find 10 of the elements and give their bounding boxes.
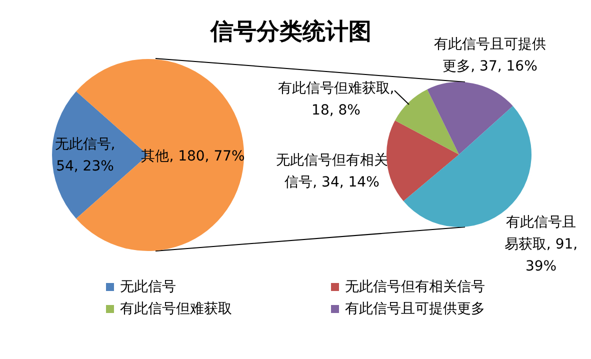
legend-label: 无此信号但有相关信号 <box>345 278 485 296</box>
data-label: 有此信号且易获取, 91, 39% <box>504 214 578 275</box>
legend-label: 无此信号 <box>120 278 176 296</box>
data-label: 无此信号但有相关信号, 34, 14% <box>276 152 388 191</box>
data-label: 无此信号, 54, 23% <box>54 136 116 175</box>
data-label: 有此信号但难获取, 18, 8% <box>278 80 394 119</box>
legend-label: 有此信号但难获取 <box>120 300 232 318</box>
text: 信号分类统计图 <box>210 19 372 45</box>
data-label: 有此信号且可提供更多, 37, 16% <box>434 36 546 75</box>
legend-label: 有此信号且可提供更多 <box>345 300 485 318</box>
